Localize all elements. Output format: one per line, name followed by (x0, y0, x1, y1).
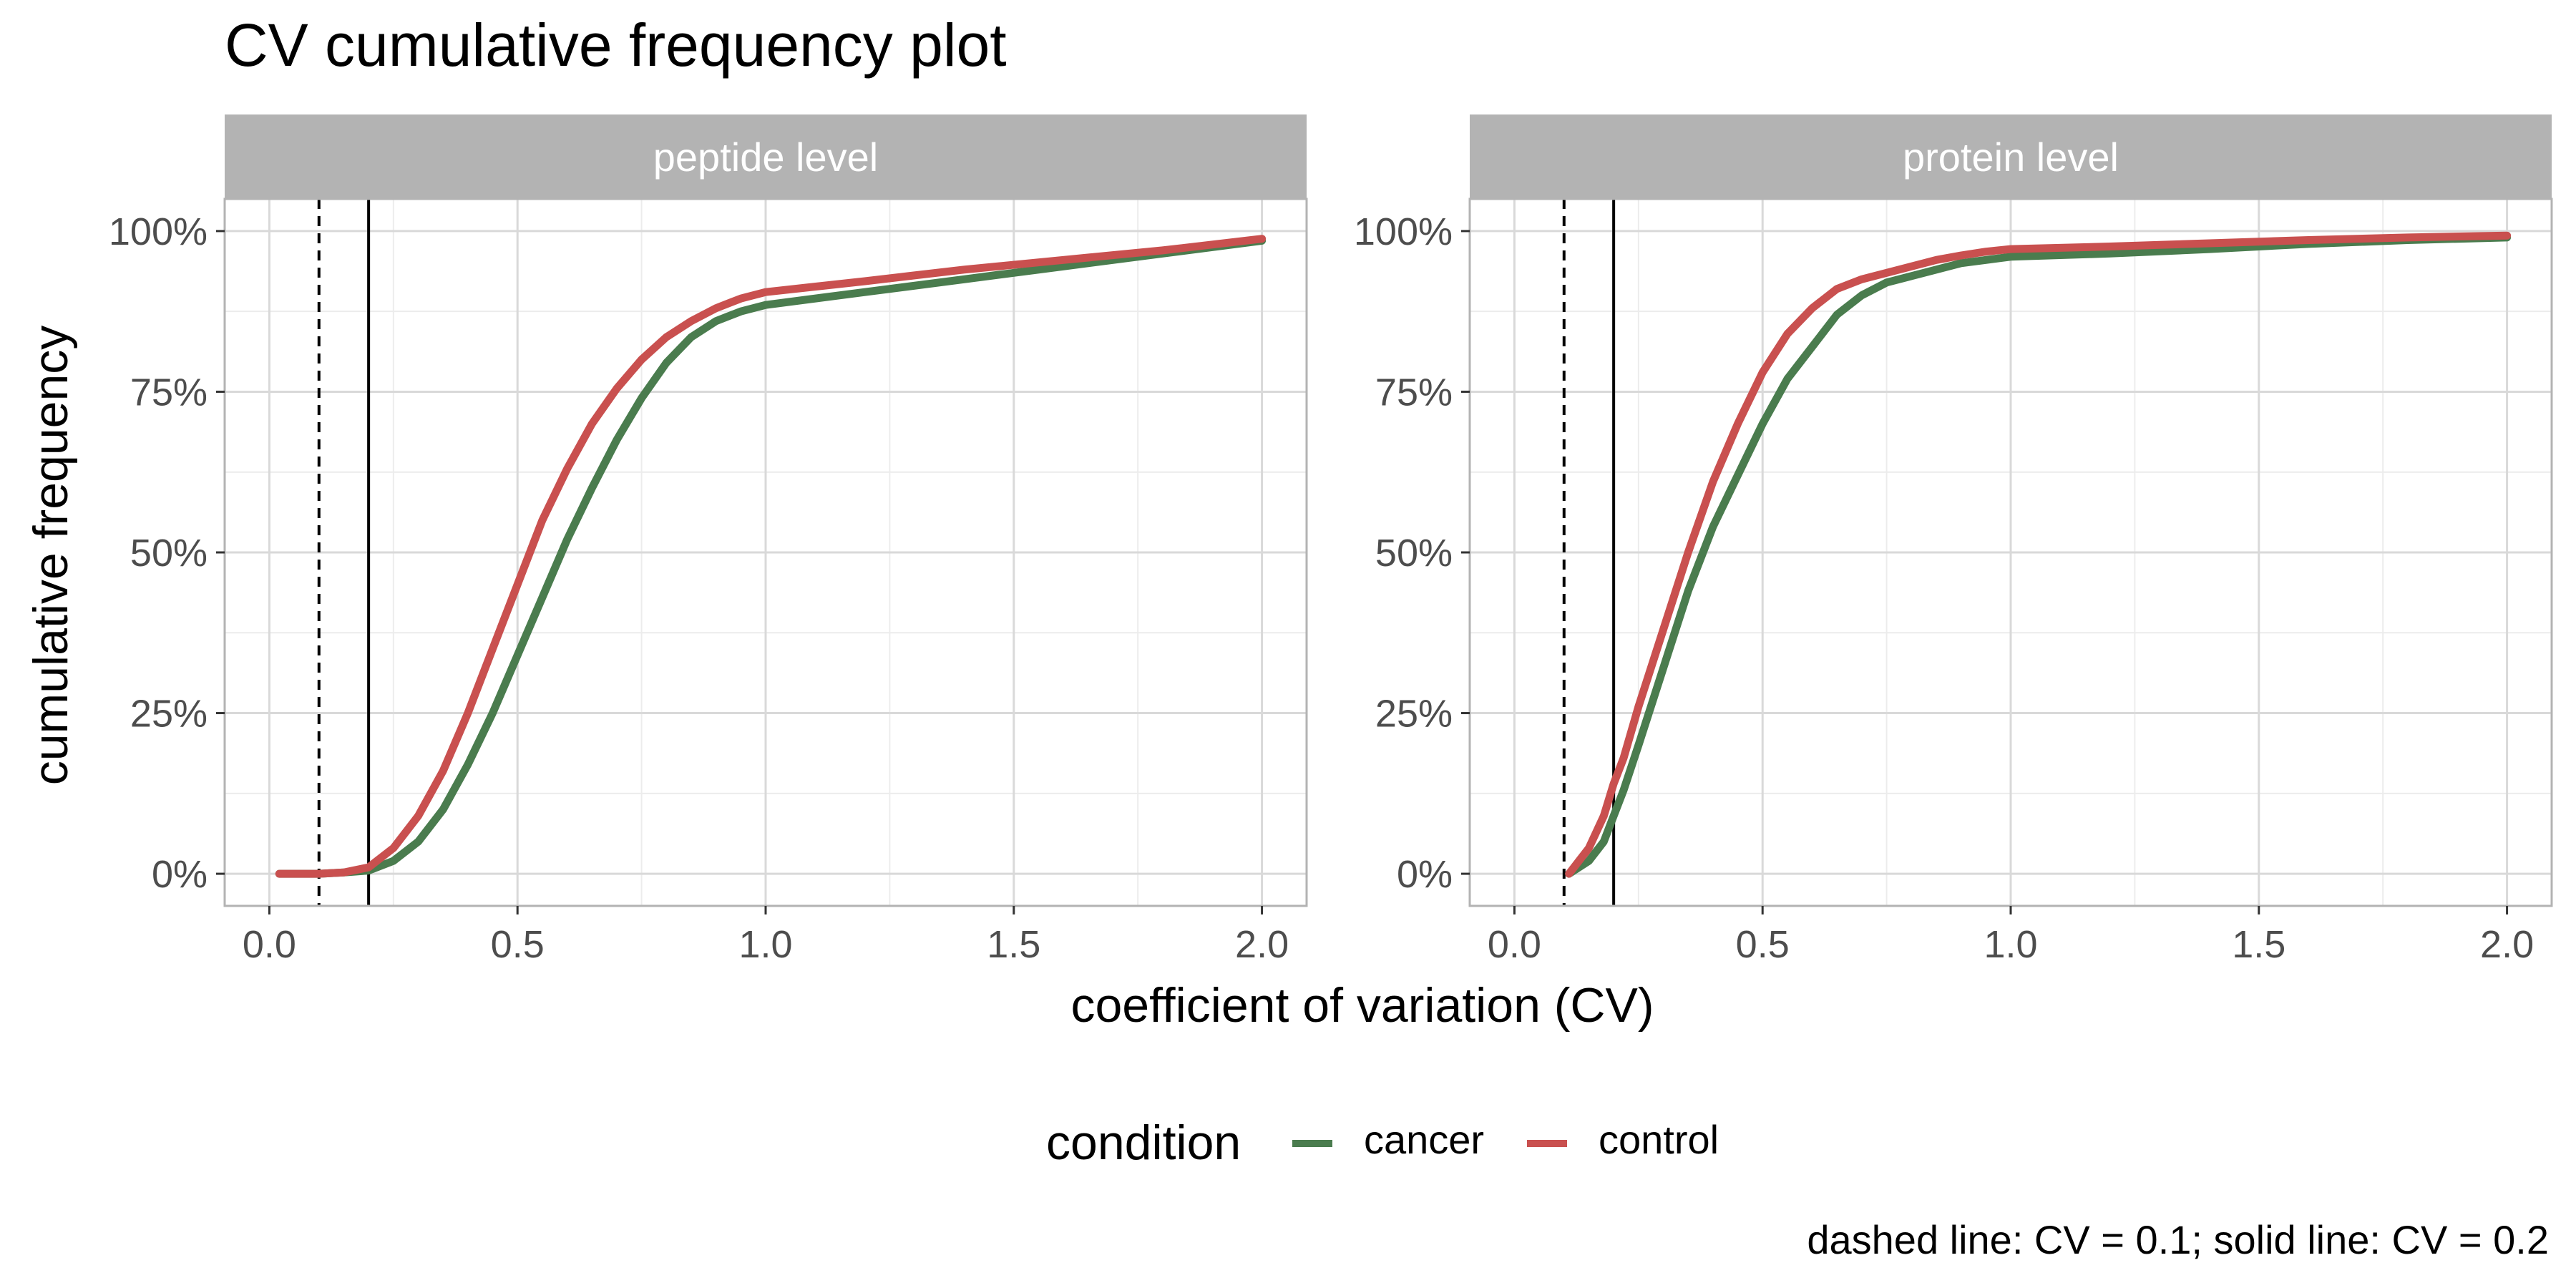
legend-item-control: control (1527, 1117, 1719, 1162)
legend: condition cancer control (1046, 1116, 1719, 1170)
x-tick-label: 0.0 (243, 923, 296, 966)
x-tick-label: 0.5 (1736, 923, 1790, 966)
y-tick-label: 75% (1375, 371, 1453, 414)
y-axis-label: cumulative frequency (24, 326, 78, 786)
x-tick-label: 1.0 (1984, 923, 2037, 966)
x-tick-label: 2.0 (1235, 923, 1289, 966)
x-tick-label: 0.0 (1488, 923, 1541, 966)
facet-strip-label: protein level (1903, 135, 2119, 180)
y-tick-label: 0% (152, 853, 208, 896)
series-line-cancer (1565, 233, 2512, 878)
y-tick-label: 50% (130, 532, 208, 575)
legend-title: condition (1046, 1116, 1241, 1170)
facet-strip-peptide-level (225, 114, 1307, 199)
legend-label-control: control (1599, 1117, 1719, 1162)
series-line-control (1565, 231, 2512, 878)
caption: dashed line: CV = 0.1; solid line: CV = … (1807, 1217, 2549, 1262)
x-tick-label: 1.0 (738, 923, 792, 966)
y-tick-label: 50% (1375, 532, 1453, 575)
x-tick-label: 0.5 (491, 923, 545, 966)
series-line-cancer (275, 236, 1267, 878)
y-tick-label: 0% (1397, 853, 1453, 896)
x-tick-label: 2.0 (2480, 923, 2534, 966)
chart-title: CV cumulative frequency plot (225, 11, 1007, 79)
y-tick-label: 25% (130, 693, 208, 736)
panel-peptide-level: peptide level 0.0 0.5 1.0 1.5 2.0 0% 25% 50% 75% 1… (109, 114, 1308, 966)
y-tick-label: 25% (1375, 693, 1453, 736)
facet-strip-label: peptide level (653, 135, 878, 180)
legend-item-cancer: cancer (1292, 1117, 1484, 1162)
x-axis-label: coefficient of variation (CV) (1070, 978, 1654, 1033)
y-tick-label: 100% (109, 210, 208, 253)
facet-strip-protein-level (1470, 114, 2552, 199)
y-tick-label: 75% (130, 371, 208, 414)
series-line-control (275, 235, 1267, 878)
y-tick-label: 100% (1354, 210, 1453, 253)
x-tick-label: 1.5 (987, 923, 1040, 966)
x-tick-label: 1.5 (2232, 923, 2285, 966)
panel-protein-level: protein level 0.0 0.5 1.0 1.5 2.0 0% 25% 50% 75% 1… (1354, 114, 2553, 966)
facet-panels: peptide level 0.0 0.5 1.0 1.5 2.0 0% 25% 50% 75% 1… (109, 114, 2553, 966)
legend-label-cancer: cancer (1364, 1117, 1484, 1162)
